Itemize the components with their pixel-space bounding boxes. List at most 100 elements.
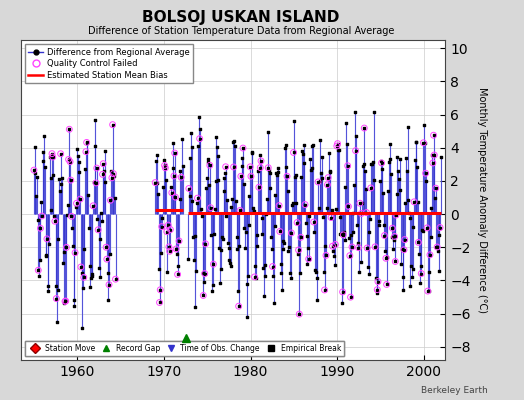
- Point: [323, 182, 332, 188]
- Point: [337, 231, 345, 237]
- Point: [81, 166, 90, 172]
- Point: [174, 262, 182, 269]
- Point: [304, 256, 313, 262]
- Point: [356, 200, 364, 206]
- Point: [36, 225, 45, 232]
- Point: [409, 224, 418, 230]
- Point: [199, 292, 208, 299]
- Point: [36, 256, 44, 263]
- Point: [426, 252, 434, 258]
- Point: [423, 225, 431, 231]
- Text: BOLSOJ USKAN ISLAND: BOLSOJ USKAN ISLAND: [143, 10, 340, 25]
- Point: [48, 150, 56, 157]
- Point: [337, 299, 346, 306]
- Point: [197, 206, 205, 212]
- Point: [230, 164, 238, 170]
- Point: [152, 152, 161, 158]
- Point: [399, 274, 408, 281]
- Point: [415, 251, 423, 258]
- Point: [314, 179, 322, 185]
- Point: [318, 175, 326, 182]
- Point: [263, 196, 271, 202]
- Point: [255, 152, 264, 158]
- Point: [201, 270, 209, 277]
- Point: [161, 165, 170, 171]
- Point: [103, 270, 112, 276]
- Point: [432, 185, 440, 191]
- Point: [414, 239, 422, 246]
- Point: [257, 158, 265, 164]
- Point: [103, 256, 111, 262]
- Point: [207, 232, 215, 238]
- Point: [413, 199, 422, 205]
- Point: [172, 246, 180, 252]
- Point: [226, 263, 235, 269]
- Point: [253, 242, 261, 249]
- Point: [295, 311, 303, 317]
- Point: [67, 213, 75, 220]
- Point: [74, 159, 83, 165]
- Point: [106, 197, 115, 204]
- Point: [214, 177, 223, 184]
- Point: [308, 143, 316, 149]
- Point: [294, 247, 303, 253]
- Point: [287, 230, 296, 236]
- Point: [206, 204, 215, 211]
- Point: [109, 170, 117, 177]
- Point: [373, 286, 381, 293]
- Point: [259, 265, 267, 271]
- Point: [385, 156, 394, 162]
- Point: [375, 218, 383, 224]
- Point: [88, 273, 96, 279]
- Point: [377, 160, 386, 166]
- Point: [52, 295, 60, 302]
- Point: [331, 262, 339, 268]
- Point: [423, 288, 432, 294]
- Point: [189, 234, 198, 240]
- Point: [184, 256, 192, 262]
- Point: [357, 210, 366, 217]
- Point: [168, 190, 176, 196]
- Point: [111, 276, 119, 282]
- Point: [224, 240, 232, 246]
- Point: [188, 144, 196, 150]
- Point: [243, 281, 251, 287]
- Point: [66, 158, 74, 165]
- Point: [303, 232, 311, 239]
- Point: [256, 164, 265, 171]
- Point: [69, 242, 77, 249]
- Point: [211, 206, 219, 212]
- Point: [80, 274, 88, 280]
- Point: [355, 269, 364, 275]
- Point: [314, 205, 323, 212]
- Point: [38, 213, 46, 219]
- Point: [310, 229, 319, 235]
- Point: [170, 150, 179, 156]
- Point: [343, 162, 352, 169]
- Point: [71, 250, 79, 256]
- Point: [302, 220, 310, 226]
- Point: [205, 162, 214, 168]
- Point: [226, 260, 234, 266]
- Point: [82, 139, 91, 146]
- Point: [251, 263, 259, 269]
- Point: [400, 236, 409, 243]
- Point: [190, 256, 198, 263]
- Point: [395, 176, 403, 182]
- Point: [403, 124, 412, 130]
- Point: [433, 244, 441, 250]
- Point: [77, 264, 85, 270]
- Point: [175, 238, 183, 244]
- Point: [105, 282, 113, 288]
- Point: [351, 109, 359, 116]
- Point: [400, 236, 409, 243]
- Point: [179, 162, 187, 169]
- Point: [88, 271, 96, 277]
- Point: [239, 145, 247, 151]
- Point: [356, 258, 365, 265]
- Point: [418, 227, 426, 234]
- Point: [268, 246, 276, 253]
- Point: [391, 258, 399, 265]
- Point: [297, 234, 305, 240]
- Point: [345, 235, 353, 241]
